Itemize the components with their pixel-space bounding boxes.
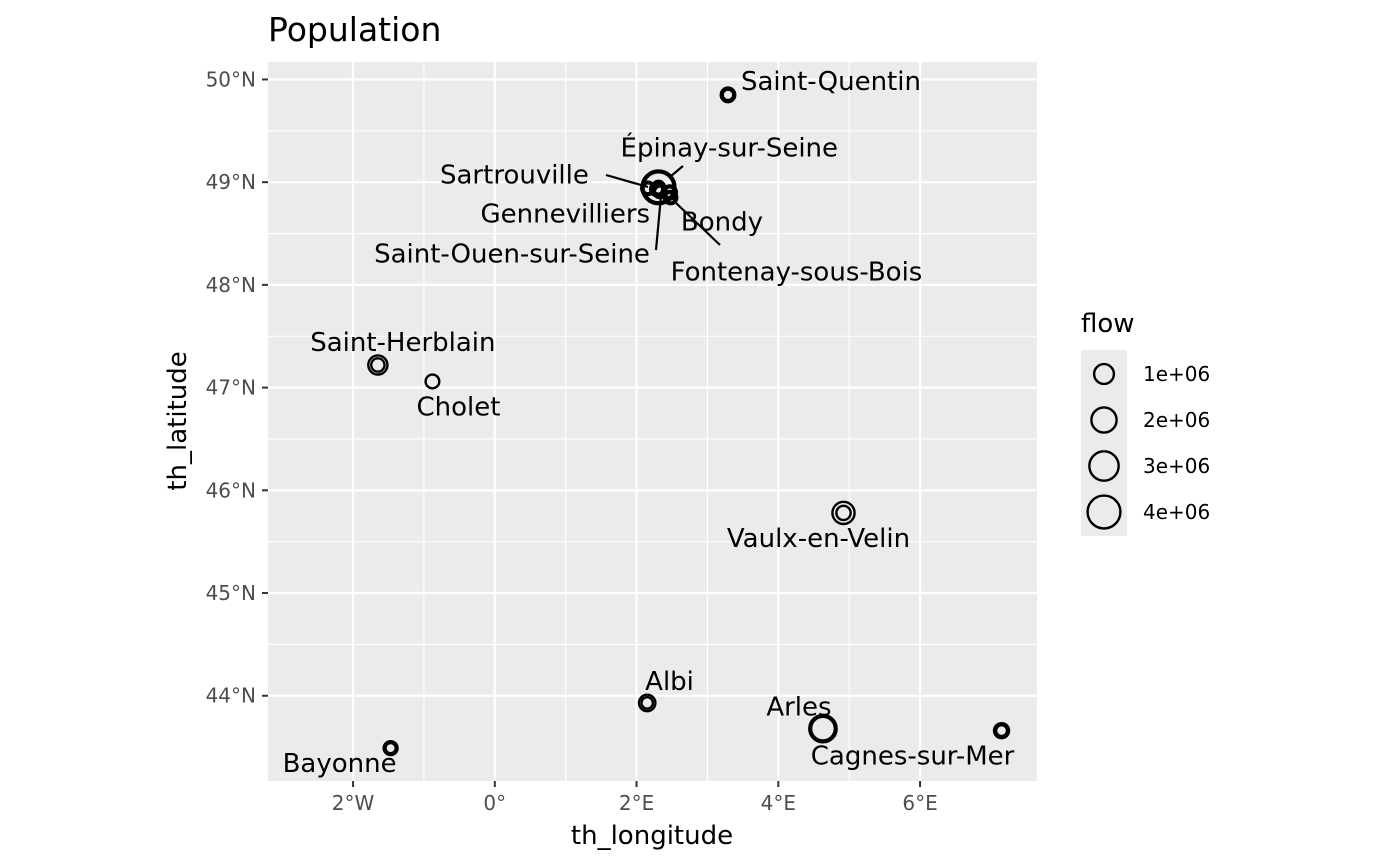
x-tick-label: 2°E <box>619 791 654 815</box>
y-tick-label: 44°N <box>206 684 256 708</box>
y-tick-label: 45°N <box>206 581 256 605</box>
city-label: Arles <box>766 693 831 723</box>
city-label: Cagnes-sur-Mer <box>811 742 1015 772</box>
legend-key-circle <box>1090 406 1118 434</box>
city-label: Saint-Quentin <box>741 67 921 97</box>
x-tick-label: 6°E <box>902 791 937 815</box>
legend-key-circle <box>1086 494 1122 530</box>
legend: flow 1e+06 2e+06 3e+06 4e+06 <box>1081 309 1210 536</box>
city-label: Épinay-sur-Seine <box>621 131 839 163</box>
legend-label: 4e+06 <box>1143 500 1210 524</box>
flow-circle <box>370 357 386 373</box>
flow-circle <box>384 741 397 755</box>
flow-circle <box>661 184 679 201</box>
city-label: Saint-Herblain <box>310 328 495 358</box>
legend-key-circle <box>1092 362 1116 386</box>
y-axis: 44°N 45°N 46°N 47°N 48°N 49°N 50°N <box>206 67 268 708</box>
flow-circle <box>992 721 1011 740</box>
y-tick-label: 50°N <box>206 67 256 91</box>
y-tick-label: 46°N <box>206 478 256 502</box>
city-point-0 <box>719 86 737 104</box>
city-label: Bayonne <box>283 749 397 779</box>
legend-label: 2e+06 <box>1143 408 1210 432</box>
flow-circle <box>808 713 838 744</box>
city-label: Gennevilliers <box>480 199 650 229</box>
y-tick-label: 48°N <box>206 273 256 297</box>
city-point-8 <box>424 373 441 390</box>
leader-line <box>605 173 649 189</box>
city-point-13 <box>992 721 1011 740</box>
city-point-11 <box>382 739 399 757</box>
flow-circle <box>662 189 679 206</box>
leader-line <box>654 195 663 251</box>
legend-key-circle <box>1088 450 1120 482</box>
flow-circle <box>719 86 737 104</box>
x-axis-title: th_longitude <box>571 821 733 851</box>
city-label: Vaulx-en-Velin <box>727 524 910 554</box>
city-point-9 <box>831 500 856 526</box>
city-point-7 <box>367 354 389 376</box>
flow-circle <box>809 715 837 742</box>
x-axis: 2°W 0° 2°E 4°E 6°E <box>332 781 938 815</box>
y-tick-label: 49°N <box>206 170 256 194</box>
city-label: Fontenay-sous-Bois <box>671 258 923 288</box>
city-label: Bondy <box>681 207 763 237</box>
flow-circle <box>382 739 399 757</box>
label-leader-lines <box>605 165 721 251</box>
y-tick-label: 47°N <box>206 376 256 400</box>
flow-circle <box>664 191 677 204</box>
flow-circle <box>640 695 655 710</box>
legend-label: 1e+06 <box>1143 362 1210 386</box>
city-labels: Saint-Quentin Épinay-sur-Seine Sartrouvill… <box>283 67 1015 779</box>
x-tick-label: 0° <box>483 791 506 815</box>
leader-line <box>670 165 684 177</box>
city-label: Cholet <box>416 392 500 422</box>
x-tick-label: 2°W <box>332 791 375 815</box>
data-points <box>367 86 1011 757</box>
city-point-6 <box>662 189 679 206</box>
flow-circle <box>994 724 1009 738</box>
grid-lines <box>268 62 1037 781</box>
chart-title: Population <box>268 10 441 49</box>
x-tick-label: 4°E <box>761 791 796 815</box>
legend-title: flow <box>1081 309 1135 339</box>
city-label: Albi <box>645 667 694 697</box>
flow-circle <box>637 693 657 713</box>
flow-circle <box>367 354 389 376</box>
legend-label: 3e+06 <box>1143 454 1210 478</box>
city-point-12 <box>808 713 838 744</box>
y-axis-title: th_latitude <box>163 351 193 490</box>
flow-circle <box>831 500 856 526</box>
leader-line <box>675 202 721 246</box>
flow-circle <box>835 504 852 522</box>
city-label: Sartrouville <box>440 160 589 190</box>
city-point-10 <box>637 693 657 713</box>
flow-circle <box>424 373 441 390</box>
flow-circle <box>721 88 735 102</box>
city-label: Saint-Ouen-sur-Seine <box>374 239 650 269</box>
